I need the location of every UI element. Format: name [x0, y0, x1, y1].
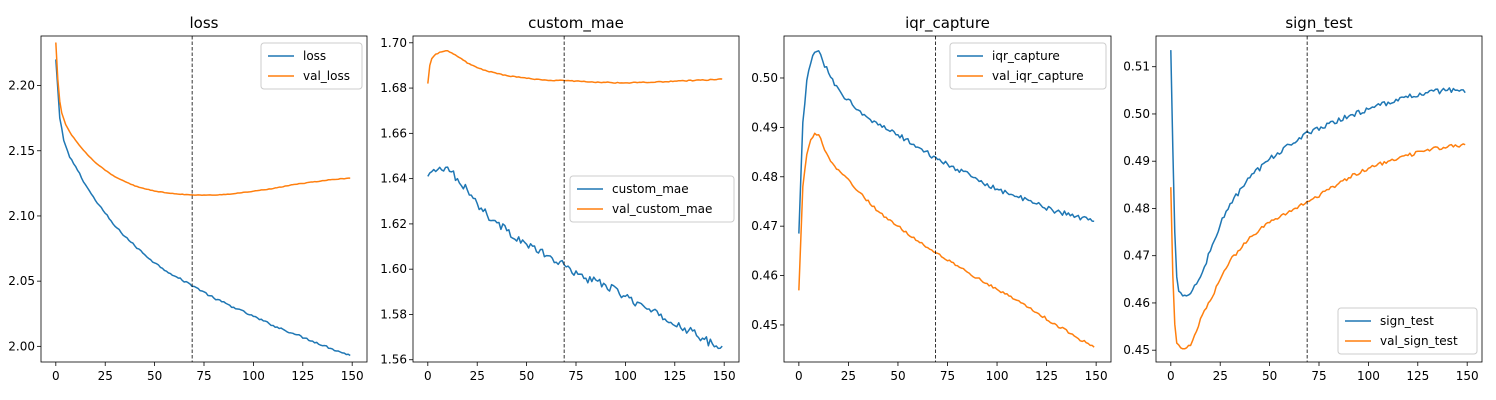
x-tick-label: 125 — [1406, 369, 1429, 383]
y-tick-label: 2.20 — [8, 79, 35, 93]
legend-box — [260, 42, 363, 90]
series-line-val-sign-test — [1170, 143, 1466, 350]
x-tick-label: 150 — [341, 369, 364, 383]
chart-panel-loss: loss 0 25 50 75 100 125 150 2.00 2.05 2.10 2.15 2.20… — [8, 14, 368, 383]
legend-label: sign_test — [1380, 314, 1434, 328]
y-tick-label: 0.50 — [751, 71, 778, 85]
y-tick-label: 2.00 — [8, 339, 35, 353]
y-tick-label: 0.50 — [1123, 107, 1150, 121]
x-tick-label: 100 — [614, 369, 637, 383]
x-tick-label: 125 — [663, 369, 686, 383]
x-tick-label: 150 — [713, 369, 736, 383]
y-tick-label: 1.68 — [380, 81, 407, 95]
x-tick-label: 0 — [795, 369, 803, 383]
y-tick-label: 0.49 — [751, 120, 778, 134]
series-line-val-loss — [55, 42, 351, 197]
series-line-loss — [55, 59, 351, 357]
y-tick-label: 1.70 — [380, 36, 407, 50]
y-tick-label: 1.60 — [380, 262, 407, 276]
y-tick-label: 0.51 — [1123, 60, 1150, 74]
legend-box — [949, 42, 1107, 90]
legend: loss val_loss — [260, 42, 363, 90]
legend-label: val_custom_mae — [612, 202, 712, 216]
x-tick-label: 75 — [1311, 369, 1326, 383]
x-tick-label: 50 — [147, 369, 162, 383]
x-tick-label: 25 — [1213, 369, 1228, 383]
chart-title: sign_test — [1285, 14, 1352, 33]
series-line-val-custom-mae — [427, 49, 723, 84]
y-tick-label: 0.45 — [751, 318, 778, 332]
legend: sign_test val_sign_test — [1337, 307, 1478, 355]
x-tick-label: 100 — [242, 369, 265, 383]
y-tick-label: 0.48 — [751, 170, 778, 184]
x-tick-label: 50 — [519, 369, 534, 383]
series-line-custom-mae — [427, 166, 723, 350]
y-tick-label: 0.47 — [1123, 249, 1150, 263]
x-tick-label: 150 — [1456, 369, 1479, 383]
legend-box — [569, 175, 735, 223]
chart-panel-iqr-capture: iqr_capture 0 25 50 75 100 125 150 0.45 0.46 0.47 0… — [751, 14, 1112, 383]
x-tick-label: 75 — [940, 369, 955, 383]
y-tick-label: 0.47 — [751, 219, 778, 233]
y-tick-label: 1.58 — [380, 307, 407, 321]
y-tick-label: 1.66 — [380, 126, 407, 140]
series-line-iqr-capture — [798, 50, 1095, 234]
x-tick-label: 0 — [52, 369, 60, 383]
y-tick-label: 1.64 — [380, 172, 407, 186]
x-tick-label: 125 — [291, 369, 314, 383]
x-tick-label: 50 — [1262, 369, 1277, 383]
legend-label: loss — [303, 49, 326, 63]
x-tick-label: 0 — [1167, 369, 1175, 383]
legend-label: iqr_capture — [992, 49, 1060, 63]
chart-title: custom_mae — [528, 14, 624, 33]
chart-panel-sign-test: sign_test 0 25 50 75 100 125 150 0.45 0.46 0.47 0.4… — [1123, 14, 1483, 383]
legend-label: val_iqr_capture — [992, 69, 1084, 83]
chart-title: iqr_capture — [905, 14, 990, 33]
legend-label: val_loss — [303, 69, 350, 83]
y-tick-label: 0.48 — [1123, 201, 1150, 215]
x-tick-label: 50 — [890, 369, 905, 383]
x-tick-label: 0 — [424, 369, 432, 383]
x-tick-label: 125 — [1035, 369, 1058, 383]
legend-label: custom_mae — [612, 182, 689, 196]
y-tick-label: 2.15 — [8, 144, 35, 158]
x-tick-label: 150 — [1085, 369, 1108, 383]
x-tick-label: 100 — [986, 369, 1009, 383]
legend: iqr_capture val_iqr_capture — [949, 42, 1107, 90]
x-tick-label: 100 — [1357, 369, 1380, 383]
x-tick-label: 25 — [98, 369, 113, 383]
y-tick-label: 1.56 — [380, 353, 407, 367]
y-tick-label: 0.45 — [1123, 343, 1150, 357]
series-line-sign-test — [1170, 50, 1466, 297]
chart-panel-custom-mae: custom_mae 0 25 50 75 100 125 150 1.56 1.58 1.60 1.… — [380, 14, 740, 383]
legend: custom_mae val_custom_mae — [569, 175, 735, 223]
x-tick-label: 25 — [841, 369, 856, 383]
y-tick-label: 1.62 — [380, 217, 407, 231]
y-tick-label: 2.05 — [8, 274, 35, 288]
chart-title: loss — [190, 14, 219, 32]
series-line-val-iqr-capture — [798, 132, 1095, 348]
legend-box — [1337, 307, 1478, 355]
legend-label: val_sign_test — [1380, 334, 1458, 348]
y-tick-label: 2.10 — [8, 209, 35, 223]
y-tick-label: 0.49 — [1123, 154, 1150, 168]
x-tick-label: 75 — [568, 369, 583, 383]
y-tick-label: 0.46 — [1123, 296, 1150, 310]
x-tick-label: 25 — [470, 369, 485, 383]
x-tick-label: 75 — [196, 369, 211, 383]
y-tick-label: 0.46 — [751, 269, 778, 283]
